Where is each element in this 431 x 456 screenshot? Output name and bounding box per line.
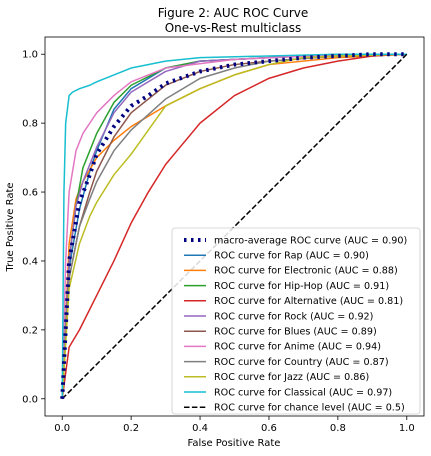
legend-entry: ROC curve for Hip-Hop (AUC = 0.91): [214, 281, 389, 292]
legend-entry: ROC curve for Anime (AUC = 0.94): [214, 342, 381, 353]
series-line-4: [61, 53, 407, 399]
y-axis-label: True Positive Rate: [5, 182, 16, 272]
series-line-10: [61, 53, 407, 399]
legend-entry: ROC curve for Country (AUC = 0.87): [214, 357, 389, 368]
x-axis-label: False Positive Rate: [188, 438, 281, 449]
y-ticks: 0.0 0.2 0.4 0.6 0.8 1.0: [22, 50, 45, 405]
legend-entry: ROC curve for Alternative (AUC = 0.81): [214, 296, 403, 307]
legend-entry: ROC curve for Rap (AUC = 0.90): [214, 251, 369, 262]
y-tick-label: 0.2: [22, 325, 38, 336]
y-tick-label: 0.0: [22, 394, 38, 405]
y-tick-label: 0.4: [22, 256, 38, 267]
x-tick-label: 1.0: [399, 423, 415, 434]
series-line-11: [61, 53, 408, 400]
series-line-7: [61, 53, 407, 399]
legend-box: [171, 227, 421, 415]
legend-entry: ROC curve for Rock (AUC = 0.92): [214, 311, 373, 322]
legend-entry: ROC curve for Classical (AUC = 0.97): [214, 387, 392, 398]
y-tick-label: 1.0: [22, 50, 38, 61]
chart-subtitle: One-vs-Rest multiclass: [165, 21, 302, 35]
legend-entry: ROC curve for Jazz (AUC = 0.86): [214, 372, 369, 383]
legend-entry: ROC curve for Blues (AUC = 0.89): [214, 327, 377, 338]
x-tick-label: 0.6: [261, 423, 277, 434]
x-tick-label: 0.8: [330, 423, 346, 434]
series-line-0: [60, 52, 407, 399]
legend-entry: ROC curve for Electronic (AUC = 0.88): [214, 266, 398, 277]
y-tick-label: 0.6: [22, 188, 38, 199]
chart-title: Figure 2: AUC ROC Curve: [158, 6, 309, 20]
plot-lines: [60, 52, 408, 400]
x-tick-label: 0.2: [123, 423, 139, 434]
x-tick-label: 0.4: [192, 423, 208, 434]
legend-entry: ROC curve for chance level (AUC = 0.5): [214, 403, 405, 414]
legend-entry: macro-average ROC curve (AUC = 0.90): [214, 235, 407, 246]
legend: macro-average ROC curve (AUC = 0.90) ROC …: [171, 227, 421, 415]
plot-frame: [44, 36, 425, 417]
x-ticks: 0.0 0.2 0.4 0.6 0.8 1.0: [54, 416, 415, 434]
x-tick-label: 0.0: [54, 423, 70, 434]
y-tick-label: 0.8: [22, 119, 38, 130]
